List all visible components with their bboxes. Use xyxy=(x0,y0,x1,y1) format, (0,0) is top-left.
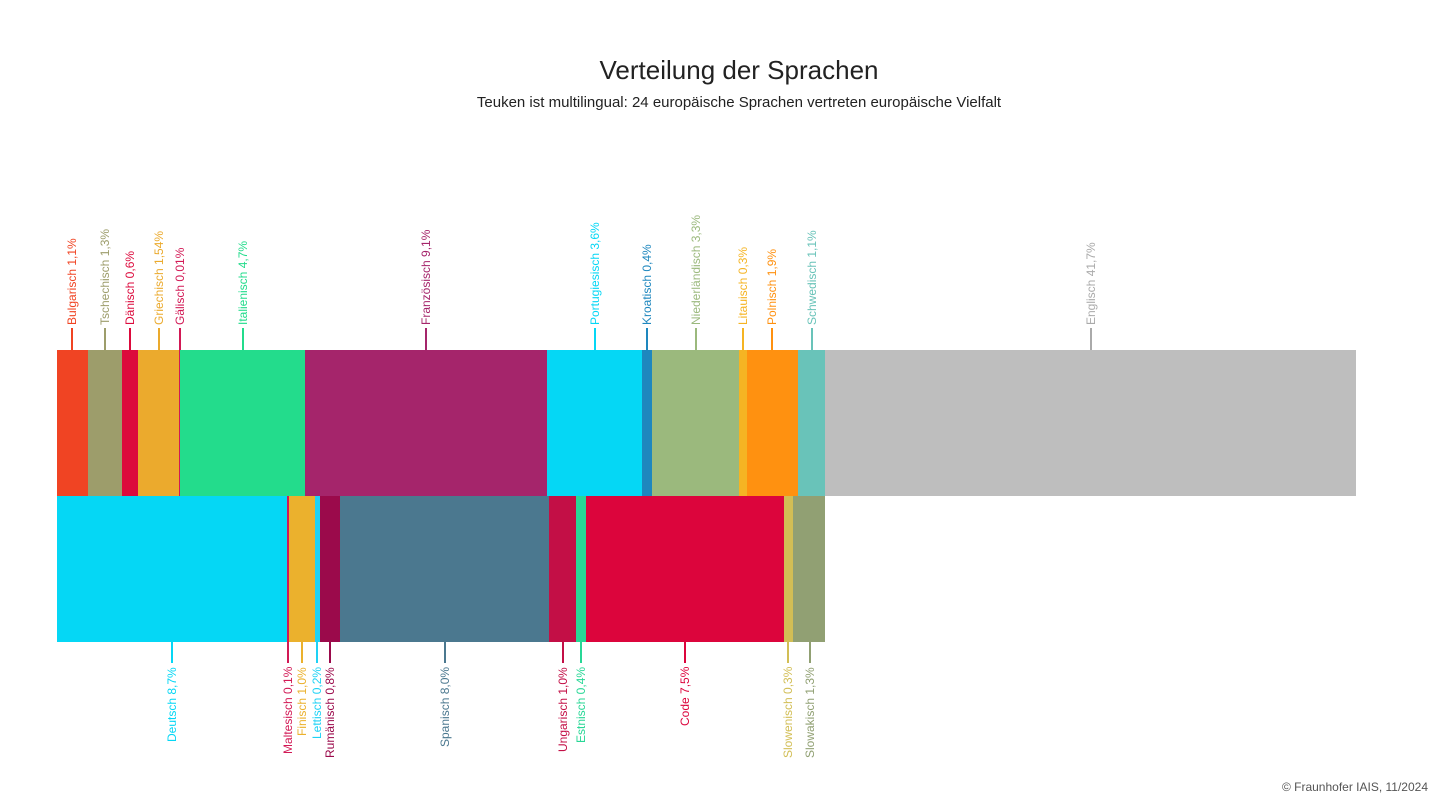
label-tick-bulgarisch xyxy=(71,328,73,350)
label-tick-danisch xyxy=(129,328,131,350)
label-tick-slowenisch xyxy=(787,641,789,663)
segment-label-franzosisch: Französisch 9,1% xyxy=(419,229,433,325)
chart-subtitle: Teuken ist multilingual: 24 europäische … xyxy=(476,94,1002,111)
label-tick-franzosisch xyxy=(425,328,427,350)
segment-label-englisch: Englisch 41,7% xyxy=(1084,242,1098,325)
bar-segment-tschechisch xyxy=(88,350,122,496)
bar-segment-deutsch xyxy=(57,496,287,642)
bar-segment-slowenisch xyxy=(784,496,793,642)
bar-segment-galisch xyxy=(179,350,180,496)
label-tick-deutsch xyxy=(171,641,173,663)
copyright-credit: © Fraunhofer IAIS, 11/2024 xyxy=(1281,780,1428,794)
segment-label-deutsch: Deutsch 8,7% xyxy=(165,667,179,742)
bar-segment-lettisch xyxy=(315,496,320,642)
label-tick-polnisch xyxy=(771,328,773,350)
bar-segment-slowakisch xyxy=(793,496,825,642)
label-tick-italienisch xyxy=(242,328,244,350)
label-tick-rumanisch xyxy=(329,641,331,663)
bar-segment-spanisch xyxy=(340,496,549,642)
segment-label-niederlandisch: Niederländisch 3,3% xyxy=(689,214,703,325)
label-tick-lettisch xyxy=(316,641,318,663)
bar-segment-danisch xyxy=(122,350,138,496)
segment-label-italienisch: Italienisch 4,7% xyxy=(236,240,250,325)
segment-label-galisch: Gälisch 0,01% xyxy=(173,247,187,325)
segment-label-polnisch: Polnisch 1,9% xyxy=(765,248,779,325)
label-tick-kroatisch xyxy=(646,328,648,350)
segment-label-bulgarisch: Bulgarisch 1,1% xyxy=(65,238,79,325)
bar-segment-rumanisch xyxy=(320,496,340,642)
segment-label-portugiesisch: Portugiesisch 3,6% xyxy=(588,222,602,325)
bar-segment-portugiesisch xyxy=(547,350,642,496)
chart-title: Verteilung der Sprachen xyxy=(599,55,879,85)
bar-segment-estnisch xyxy=(576,496,586,642)
bar-segment-code xyxy=(586,496,784,642)
bar-segment-niederlandisch xyxy=(652,350,739,496)
segment-label-tschechisch: Tschechisch 1,3% xyxy=(98,228,112,325)
label-tick-ungarisch xyxy=(562,641,564,663)
label-tick-estnisch xyxy=(580,641,582,663)
label-tick-galisch xyxy=(179,328,181,350)
bar-segment-italienisch xyxy=(180,350,305,496)
label-tick-portugiesisch xyxy=(594,328,596,350)
bar-segment-polnisch xyxy=(747,350,798,496)
segment-label-lettisch: Lettisch 0,2% xyxy=(310,666,324,739)
bar-segment-bulgarisch xyxy=(57,350,88,496)
segment-label-slowakisch: Slowakisch 1,3% xyxy=(803,667,817,758)
bar-segment-franzosisch xyxy=(305,350,547,496)
label-tick-schwedisch xyxy=(811,328,813,350)
label-tick-code xyxy=(684,641,686,663)
bar-segment-schwedisch xyxy=(798,350,825,496)
segment-label-code: Code 7,5% xyxy=(678,666,692,726)
segment-label-finnisch: Finisch 1,0% xyxy=(295,667,309,736)
bar-segment-englisch xyxy=(825,350,1356,496)
bar-segment-maltesisch xyxy=(287,496,289,642)
label-tick-maltesisch xyxy=(287,641,289,663)
segment-label-kroatisch: Kroatisch 0,4% xyxy=(640,244,654,325)
label-tick-litauisch xyxy=(742,328,744,350)
segment-label-schwedisch: Schwedisch 1,1% xyxy=(805,230,819,325)
segment-label-spanisch: Spanisch 8,0% xyxy=(438,666,452,747)
label-tick-finnisch xyxy=(301,641,303,663)
bar-segment-kroatisch xyxy=(642,350,652,496)
label-tick-niederlandisch xyxy=(695,328,697,350)
label-tick-griechisch xyxy=(158,328,160,350)
label-tick-tschechisch xyxy=(104,328,106,350)
segment-label-griechisch: Griechisch 1,54% xyxy=(152,230,166,325)
segment-label-danisch: Dänisch 0,6% xyxy=(123,250,137,325)
label-tick-englisch xyxy=(1090,328,1092,350)
bar-segment-ungarisch xyxy=(549,496,576,642)
bar-segment-griechisch xyxy=(138,350,179,496)
segment-label-rumanisch: Rumänisch 0,8% xyxy=(323,667,337,758)
label-tick-spanisch xyxy=(444,641,446,663)
segment-label-slowenisch: Slowenisch 0,3% xyxy=(781,666,795,758)
segment-label-litauisch: Litauisch 0,3% xyxy=(736,246,750,325)
segment-label-estnisch: Estnisch 0,4% xyxy=(574,666,588,743)
label-tick-slowakisch xyxy=(809,641,811,663)
bar-segment-finnisch xyxy=(289,496,315,642)
segment-label-maltesisch: Maltesisch 0,1% xyxy=(281,666,295,754)
bar-segment-litauisch xyxy=(739,350,747,496)
segment-label-ungarisch: Ungarisch 1,0% xyxy=(556,667,570,752)
